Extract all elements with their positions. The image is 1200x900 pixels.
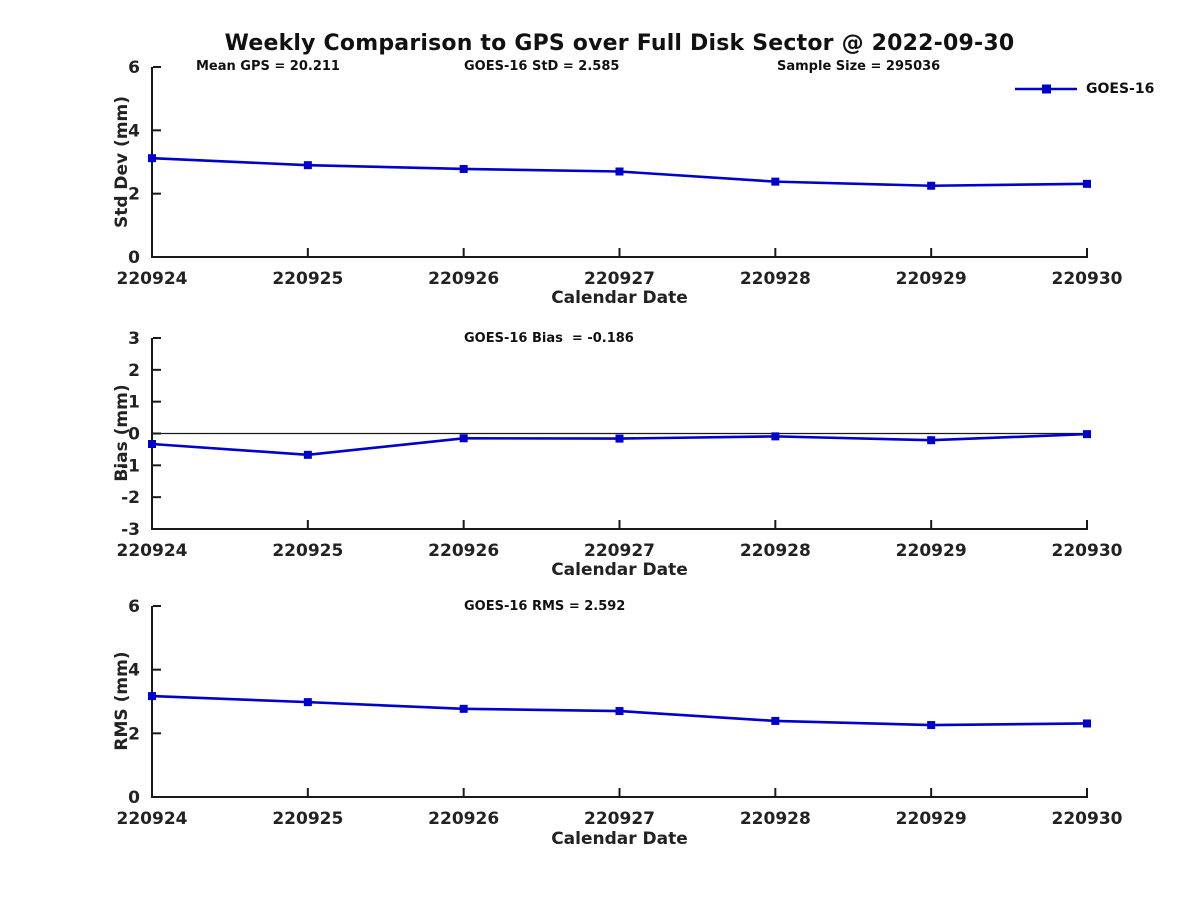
x-tick-label: 220925 bbox=[272, 269, 343, 289]
bias-plot-canvas: -3 -2 -1 0 1 2 3 220924 220925 220926 220927 220928… bbox=[117, 329, 1123, 561]
x-tick-label: 220927 bbox=[584, 541, 655, 561]
y-tick-label: 6 bbox=[128, 597, 140, 617]
x-tick-label: 220929 bbox=[896, 541, 967, 561]
goes-16-marker bbox=[459, 704, 468, 713]
goes-16-marker bbox=[1083, 179, 1091, 188]
x-tick-label: 220925 bbox=[272, 541, 343, 561]
y-tick-label: 6 bbox=[128, 58, 140, 78]
x-tick-label: 220930 bbox=[1052, 809, 1123, 829]
goes-16-marker bbox=[303, 161, 312, 170]
annotation-goes16-bias: GOES-16 Bias = -0.186 bbox=[464, 331, 634, 346]
y-tick-label: 1 bbox=[128, 393, 140, 413]
xlabel-calendar-date-1: Calendar Date bbox=[551, 288, 688, 308]
legend-label-goes-16: GOES-16 bbox=[1086, 81, 1155, 97]
x-tick-label: 220926 bbox=[428, 541, 499, 561]
ylabel-rms: RMS (mm) bbox=[112, 651, 132, 751]
x-tick-label: 220927 bbox=[584, 269, 655, 289]
y-tick-label: 4 bbox=[128, 121, 140, 141]
goes-16-marker bbox=[771, 432, 780, 441]
x-tick-label: 220924 bbox=[117, 809, 188, 829]
x-tick-label: 220928 bbox=[740, 541, 811, 561]
annotation-sample-size: Sample Size = 295036 bbox=[777, 59, 941, 74]
x-tick-label: 220924 bbox=[117, 541, 188, 561]
x-tick-label: 220930 bbox=[1052, 269, 1123, 289]
y-tick-label: 0 bbox=[128, 425, 140, 445]
annotation-goes16-std: GOES-16 StD = 2.585 bbox=[464, 59, 620, 74]
goes-16-marker bbox=[615, 167, 624, 176]
goes-16-marker bbox=[615, 434, 624, 443]
xlabel-calendar-date-3: Calendar Date bbox=[551, 829, 688, 849]
y-tick-label: -1 bbox=[121, 456, 140, 476]
goes-16-marker bbox=[927, 181, 936, 190]
y-tick-label: 2 bbox=[128, 185, 140, 205]
x-tick-label: 220924 bbox=[117, 269, 188, 289]
ylabel-std-dev: Std Dev (mm) bbox=[112, 95, 132, 229]
y-tick-label: 2 bbox=[128, 724, 140, 744]
goes-16-marker bbox=[303, 698, 312, 707]
goes-16-marker bbox=[615, 707, 624, 716]
goes-16-marker bbox=[459, 164, 468, 173]
goes-16-marker bbox=[459, 434, 468, 443]
ylabel-bias: Bias (mm) bbox=[112, 384, 132, 482]
y-tick-label: 2 bbox=[128, 361, 140, 381]
y-tick-label: 0 bbox=[128, 248, 140, 268]
goes-16-marker bbox=[303, 450, 312, 459]
x-tick-label: 220929 bbox=[896, 809, 967, 829]
xlabel-calendar-date-2: Calendar Date bbox=[551, 560, 688, 580]
goes-16-marker bbox=[927, 721, 936, 730]
legend-line-marker-icon bbox=[1015, 84, 1077, 94]
x-tick-label: 220929 bbox=[896, 269, 967, 289]
x-tick-label: 220925 bbox=[272, 809, 343, 829]
y-tick-label: -2 bbox=[121, 488, 140, 508]
x-tick-label: 220926 bbox=[428, 269, 499, 289]
x-tick-label: 220930 bbox=[1052, 541, 1123, 561]
y-tick-label: -3 bbox=[121, 520, 140, 540]
goes-16-marker bbox=[927, 436, 936, 445]
figure-title: Weekly Comparison to GPS over Full Disk … bbox=[224, 31, 1015, 56]
goes-16-marker bbox=[1083, 719, 1091, 728]
x-tick-label: 220926 bbox=[428, 809, 499, 829]
goes-16-marker bbox=[771, 177, 780, 186]
goes-16-marker bbox=[148, 692, 156, 701]
goes-16-marker bbox=[1083, 430, 1091, 439]
annotation-mean-gps: Mean GPS = 20.211 bbox=[196, 59, 340, 74]
y-tick-label: 0 bbox=[128, 788, 140, 808]
x-tick-label: 220928 bbox=[740, 269, 811, 289]
x-tick-label: 220928 bbox=[740, 809, 811, 829]
annotation-goes16-rms: GOES-16 RMS = 2.592 bbox=[464, 599, 626, 614]
y-tick-label: 3 bbox=[128, 329, 140, 349]
goes-16-marker bbox=[148, 154, 156, 163]
x-tick-label: 220927 bbox=[584, 809, 655, 829]
legend: GOES-16 bbox=[1014, 81, 1154, 97]
goes-16-marker bbox=[771, 716, 780, 725]
std-dev-plot-canvas: 0 2 4 6 220924 220925 220926 220927 220928 220929… bbox=[117, 58, 1123, 289]
y-tick-label: 4 bbox=[128, 661, 140, 681]
rms-plot-canvas: 0 2 4 6 220924 220925 220926 220927 220928 220929… bbox=[117, 597, 1123, 829]
goes-16-marker bbox=[148, 440, 156, 449]
